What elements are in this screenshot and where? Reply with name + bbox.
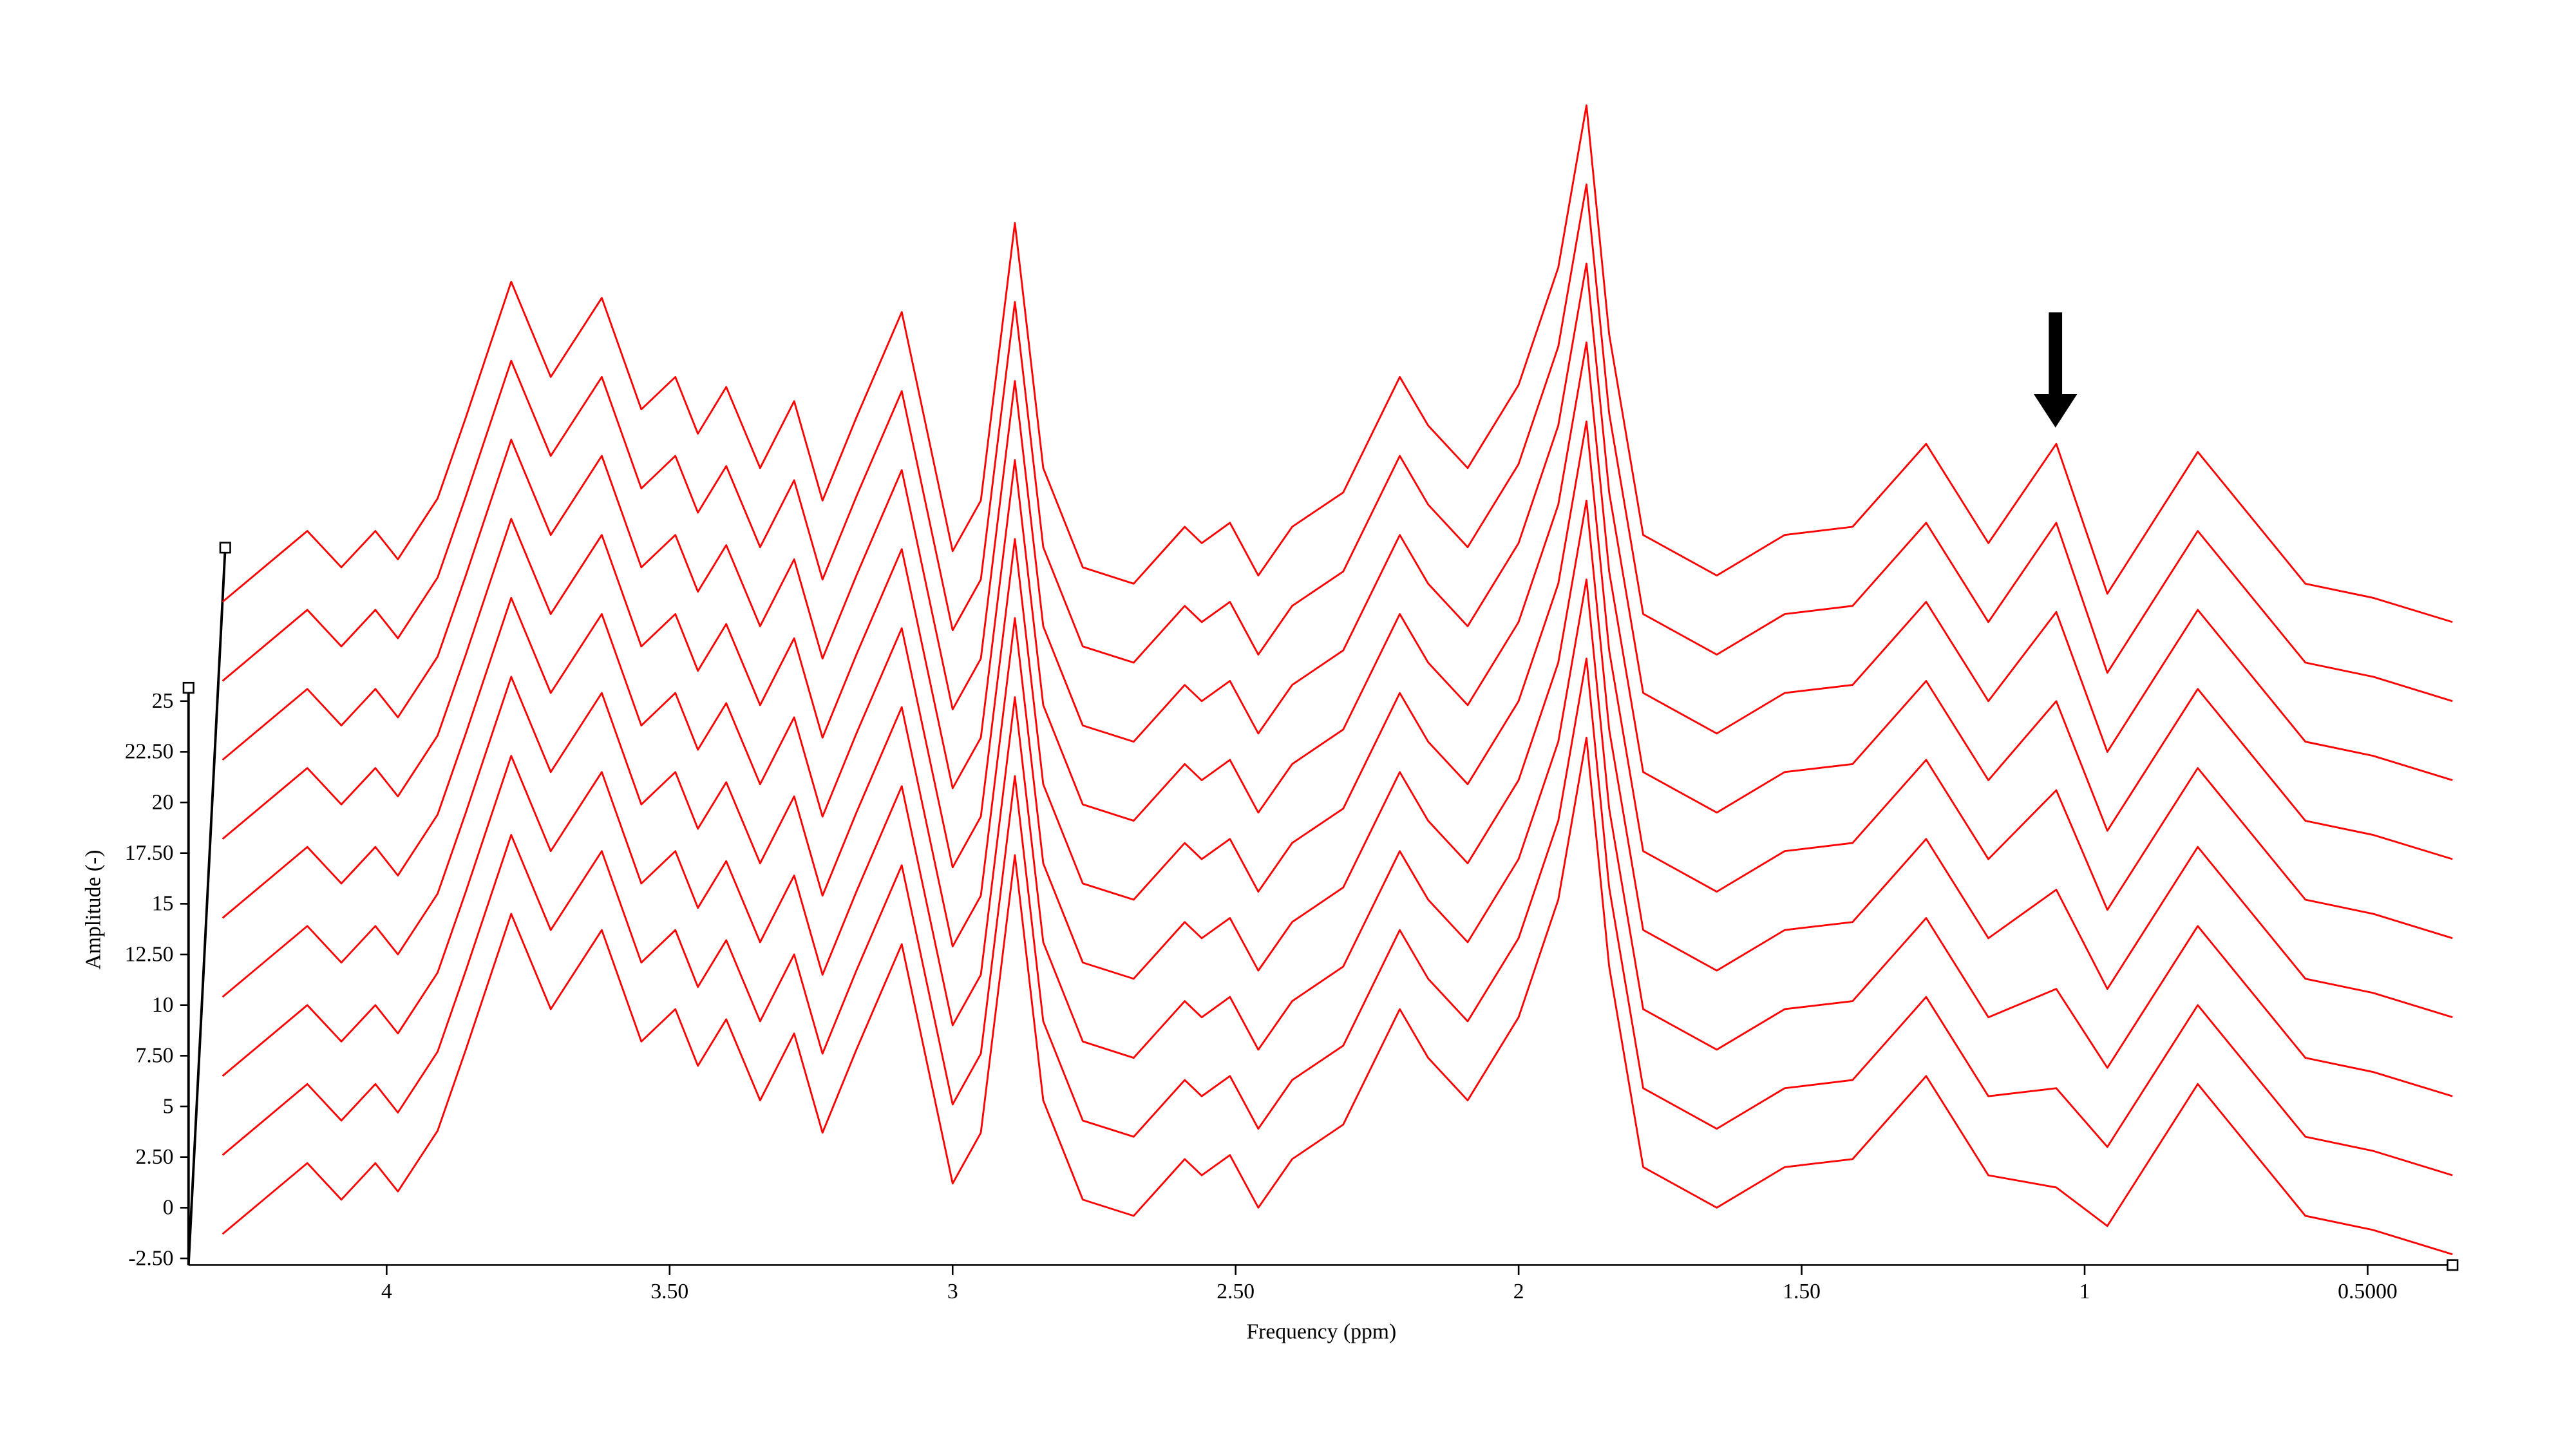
y-tick-label: 2.50: [136, 1145, 174, 1169]
depth-axis: [187, 547, 227, 1265]
y-tick-label: 25: [152, 689, 174, 713]
y-tick-label: 0: [163, 1196, 174, 1220]
y-tick-label: 20: [152, 790, 174, 814]
spectrum-line: [222, 341, 2453, 860]
x-tick-label: 3.50: [650, 1280, 688, 1303]
arrow-head: [2034, 394, 2078, 428]
spectrum-line: [222, 578, 2453, 1097]
y-tick-label: 5: [163, 1094, 174, 1118]
spectrum-line: [222, 421, 2453, 940]
x-tick-label: 1.50: [1783, 1280, 1821, 1303]
x-axis-label: Frequency (ppm): [1246, 1320, 1396, 1343]
x-tick-label: 2: [1513, 1280, 1524, 1303]
arrow: [2034, 312, 2078, 428]
y-tick-label: 22.50: [125, 740, 174, 764]
x-tick-label: 3: [947, 1280, 958, 1303]
y-tick-label: 12.50: [125, 942, 174, 966]
y-tick-label: 15: [152, 892, 174, 916]
y-tick-label: 7.50: [136, 1044, 174, 1068]
x-tick-label: 0.5000: [2338, 1280, 2398, 1303]
x-tick-label: 2.50: [1217, 1280, 1255, 1303]
y-tick-label: -2.50: [128, 1246, 173, 1270]
x-tick-label: 4: [381, 1280, 392, 1303]
spectrum-line: [222, 262, 2453, 781]
axis-handle: [182, 681, 194, 694]
spectrum-line: [222, 183, 2453, 703]
axis-handle: [219, 542, 231, 554]
spectrum-line: [222, 104, 2453, 623]
y-axis-label: Amplitude (-): [81, 850, 105, 970]
arrow-shaft: [2049, 312, 2063, 396]
x-tick-label: 1: [2079, 1280, 2090, 1303]
axis-handle: [2447, 1259, 2459, 1271]
spectrum-line: [222, 658, 2453, 1177]
spectrum-line: [222, 737, 2453, 1256]
y-tick-label: 17.50: [125, 841, 174, 865]
y-tick-label: 10: [152, 993, 174, 1017]
spectrum-line: [222, 499, 2453, 1019]
